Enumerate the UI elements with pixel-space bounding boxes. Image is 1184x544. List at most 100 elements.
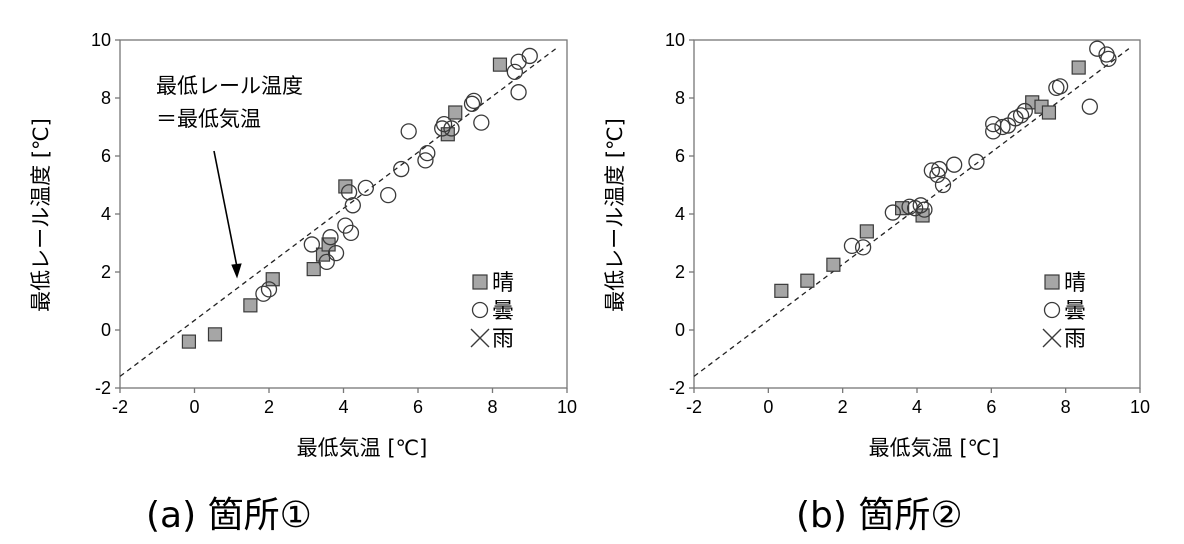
point-cloudy-b: [968, 153, 985, 170]
point-cloudy-b: [1016, 102, 1033, 120]
point-cloudy-a: [521, 47, 538, 65]
point-cloudy-b: [912, 197, 929, 214]
point-cloudy-a: [344, 197, 361, 214]
legend-label-b: 雨: [1064, 327, 1086, 352]
point-cloudy-b: [923, 162, 941, 179]
point-sunny-b: [774, 283, 789, 298]
y-tick-label-b: 4: [675, 204, 685, 224]
point-sunny-a: [448, 105, 463, 120]
point-cloudy-a: [463, 95, 481, 112]
point-sunny-a: [492, 57, 508, 72]
point-cloudy-a: [400, 123, 417, 140]
y-axis-label-a: 最低レール温度 [℃]: [29, 118, 53, 312]
y-tick-label-b: -2: [669, 378, 685, 398]
point-cloudy-a: [465, 92, 483, 110]
point-sunny-a: [181, 334, 197, 349]
y-tick-label-b: 10: [665, 30, 685, 50]
legend-label-b: 曇: [1064, 299, 1086, 324]
legend-marker-sunny-b: [1044, 274, 1060, 290]
point-cloudy-b: [934, 176, 952, 194]
y-tick-label-a: 8: [101, 88, 111, 108]
point-cloudy-a: [303, 236, 320, 253]
y-tick-label-a: 4: [101, 204, 111, 224]
x-tick-label-a: -2: [112, 397, 128, 417]
point-cloudy-b: [1081, 98, 1098, 115]
y-tick-label-a: 10: [91, 30, 111, 50]
x-tick-label-b: 6: [986, 397, 996, 417]
point-cloudy-a: [342, 224, 360, 242]
caption-b: (b) 箇所②: [796, 495, 963, 536]
legend-label-b: 晴: [1064, 271, 1086, 296]
y-tick-label-a: 6: [101, 146, 111, 166]
annotation-arrowhead: [231, 263, 242, 279]
point-cloudy-b: [1100, 50, 1117, 67]
legend-label-a: 曇: [492, 299, 514, 324]
point-cloudy-b: [843, 237, 861, 255]
annotation-line2: ＝最低気温: [156, 107, 261, 131]
legend-marker-cloudy-b: [1043, 301, 1061, 319]
y-tick-label-b: 8: [675, 88, 685, 108]
point-cloudy-a: [393, 160, 410, 178]
y-tick-label-b: 6: [675, 146, 685, 166]
x-tick-label-a: 6: [413, 397, 423, 417]
legend-label-a: 晴: [492, 271, 514, 296]
point-sunny-b: [859, 224, 874, 239]
point-cloudy-a: [417, 152, 434, 169]
legend-marker-rain-a: [470, 328, 490, 348]
reference-line-b: [693, 48, 1130, 377]
point-sunny-b: [826, 257, 841, 272]
point-sunny-a: [306, 262, 321, 277]
x-tick-label-b: 4: [912, 397, 922, 417]
point-cloudy-a: [443, 120, 460, 137]
reference-line-a: [119, 48, 557, 377]
x-tick-label-a: 0: [189, 397, 199, 417]
point-cloudy-b: [931, 160, 948, 178]
y-tick-label-b: 0: [675, 320, 685, 340]
x-tick-label-a: 2: [264, 397, 274, 417]
point-cloudy-b: [1012, 107, 1030, 124]
point-cloudy-a: [327, 244, 345, 262]
point-cloudy-a: [318, 253, 335, 271]
y-tick-label-b: 2: [675, 262, 685, 282]
point-cloudy-b: [1089, 40, 1106, 57]
point-cloudy-b: [916, 201, 933, 218]
x-axis-label-b: 最低気温 [℃]: [869, 436, 1000, 460]
point-cloudy-a: [380, 186, 397, 204]
x-tick-label-b: 10: [1130, 397, 1150, 417]
legend-marker-sunny-a: [472, 274, 488, 290]
x-tick-label-b: 0: [763, 397, 773, 417]
y-tick-label-a: -2: [95, 378, 111, 398]
x-axis-label-a: 最低気温 [℃]: [297, 436, 428, 460]
annotation-line1: 最低レール温度: [156, 74, 303, 98]
x-tick-label-b: 2: [838, 397, 848, 417]
point-cloudy-a: [510, 84, 527, 101]
y-tick-label-a: 2: [101, 262, 111, 282]
point-sunny-b: [1041, 105, 1057, 120]
point-cloudy-b: [1051, 78, 1069, 95]
point-cloudy-a: [419, 144, 436, 162]
legend-marker-cloudy-a: [471, 301, 489, 319]
caption-a: (a) 箇所①: [146, 495, 312, 536]
point-sunny-a: [243, 298, 258, 313]
point-sunny-b: [1071, 60, 1086, 75]
x-tick-label-a: 4: [338, 397, 348, 417]
point-cloudy-a: [255, 285, 272, 302]
legend-label-a: 雨: [492, 327, 514, 352]
legend-marker-rain-b: [1042, 328, 1062, 348]
annotation-arrow: [213, 150, 238, 268]
x-tick-label-a: 10: [557, 397, 577, 417]
point-cloudy-b: [985, 123, 1002, 140]
y-tick-label-a: 0: [101, 320, 111, 340]
point-cloudy-a: [260, 281, 278, 298]
y-axis-label-b: 最低レール温度 [℃]: [603, 118, 627, 312]
point-cloudy-b: [994, 118, 1011, 136]
point-cloudy-b: [854, 239, 872, 256]
x-tick-label-b: 8: [1061, 397, 1071, 417]
point-cloudy-a: [357, 179, 375, 197]
point-cloudy-a: [506, 63, 523, 81]
x-tick-label-a: 8: [487, 397, 497, 417]
point-sunny-b: [800, 273, 815, 288]
